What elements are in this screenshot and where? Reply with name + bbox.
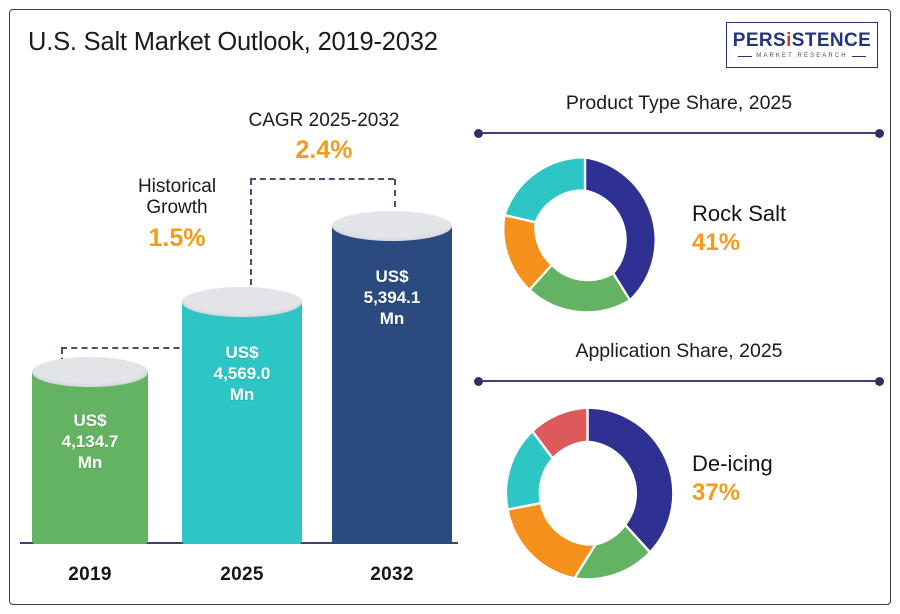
donut1-segment-rock-salt	[583, 156, 657, 303]
logo: PERSiSTENCE MARKET RESEARCH	[726, 22, 878, 68]
bar-2019-value: US$ 4,134.7 Mn	[32, 410, 148, 473]
bar-2032-value-line2: 5,394.1	[363, 288, 421, 307]
application-legend: De-icing 37%	[692, 451, 773, 507]
bar-2032-xlabel: 2032	[370, 564, 414, 585]
cagr-bracket-top	[250, 178, 394, 180]
bar-2025[interactable]: US$ 4,569.0 Mn 2025	[182, 287, 302, 585]
page-title: U.S. Salt Market Outlook, 2019-2032	[28, 28, 438, 56]
cagr-bracket-right	[394, 179, 396, 229]
bar-2025-value-line2: 4,569.0	[213, 364, 271, 383]
product-type-legend-label: Rock Salt	[692, 201, 787, 226]
application-rule	[474, 376, 884, 386]
historical-growth-label-line2: Growth	[146, 197, 208, 219]
product-type-panel: Product Type Share, 2025 Rock Salt 41%	[474, 92, 884, 337]
bar-2032-value-line1: US$	[375, 267, 409, 286]
donut2-segment-deicing	[586, 406, 675, 555]
logo-rule-right	[851, 55, 866, 57]
bar-2025-xlabel: 2025	[220, 564, 264, 585]
cagr-label: CAGR 2025-2032	[248, 110, 400, 131]
rule-dot-right-icon	[875, 128, 884, 138]
bar-2025-value: US$ 4,569.0 Mn	[182, 342, 302, 405]
rule-dot-left-icon	[474, 128, 483, 138]
rule-line	[483, 380, 875, 382]
application-donut[interactable]	[490, 396, 685, 591]
donut2-segment-5	[530, 406, 589, 461]
historical-growth-callout: Historical Growth 1.5%	[102, 176, 252, 252]
product-type-rule	[474, 128, 884, 138]
bar-2032-value-line3: Mn	[379, 309, 405, 328]
bar-2019-xlabel: 2019	[68, 564, 112, 585]
bar-2032-body	[332, 226, 452, 544]
logo-rule-left	[738, 55, 753, 57]
logo-tagline: MARKET RESEARCH	[756, 53, 848, 59]
bar-2019[interactable]: US$ 4,134.7 Mn 2019	[32, 357, 148, 585]
bar-chart: Historical Growth 1.5% CAGR 2025-2032 2.…	[14, 86, 464, 596]
historical-bracket-top	[61, 347, 241, 349]
application-legend-share: 37%	[692, 479, 741, 507]
bar-2019-cap	[32, 357, 148, 387]
application-legend-label: De-icing	[692, 451, 773, 476]
bar-2019-value-line1: US$	[73, 411, 107, 430]
bar-2032[interactable]: US$ 5,394.1 Mn 2032	[332, 211, 452, 585]
donut1-segment-4	[502, 156, 587, 224]
historical-growth-label-line1: Historical	[137, 176, 217, 197]
bar-2025-value-line1: US$	[225, 343, 259, 362]
product-type-legend-share: 41%	[692, 229, 741, 257]
logo-text-part2: STENCE	[791, 30, 872, 51]
product-type-donut-svg	[502, 156, 657, 314]
rule-dot-right-icon	[875, 376, 884, 386]
cagr-callout: CAGR 2025-2032 2.4%	[224, 110, 424, 164]
product-type-legend: Rock Salt 41%	[692, 201, 787, 257]
historical-growth-value: 1.5%	[148, 223, 206, 252]
donut2-segment-3	[506, 501, 598, 580]
application-donut-svg	[504, 406, 675, 581]
logo-wordmark: PERSiSTENCE	[733, 31, 872, 50]
logo-text-i: i	[786, 30, 792, 51]
product-type-donut[interactable]	[490, 146, 680, 336]
bar-2019-value-line3: Mn	[77, 453, 103, 472]
rule-dot-left-icon	[474, 376, 483, 386]
rule-line	[483, 132, 875, 134]
bar-2032-value: US$ 5,394.1 Mn	[332, 266, 452, 329]
bar-2025-body	[182, 302, 302, 544]
product-type-heading: Product Type Share, 2025	[565, 92, 793, 114]
bar-2025-value-line3: Mn	[229, 385, 255, 404]
bar-2025-cap	[182, 287, 302, 317]
bar-2032-cap	[332, 211, 452, 241]
logo-tagline-wrap: MARKET RESEARCH	[738, 53, 866, 59]
cagr-value: 2.4%	[295, 136, 353, 165]
bar-2019-body	[32, 372, 148, 544]
logo-text-part1: PERS	[732, 30, 787, 51]
bar-2019-value-line2: 4,134.7	[61, 432, 119, 451]
application-heading: Application Share, 2025	[575, 340, 783, 362]
application-panel: Application Share, 2025 De-icing	[474, 340, 884, 590]
